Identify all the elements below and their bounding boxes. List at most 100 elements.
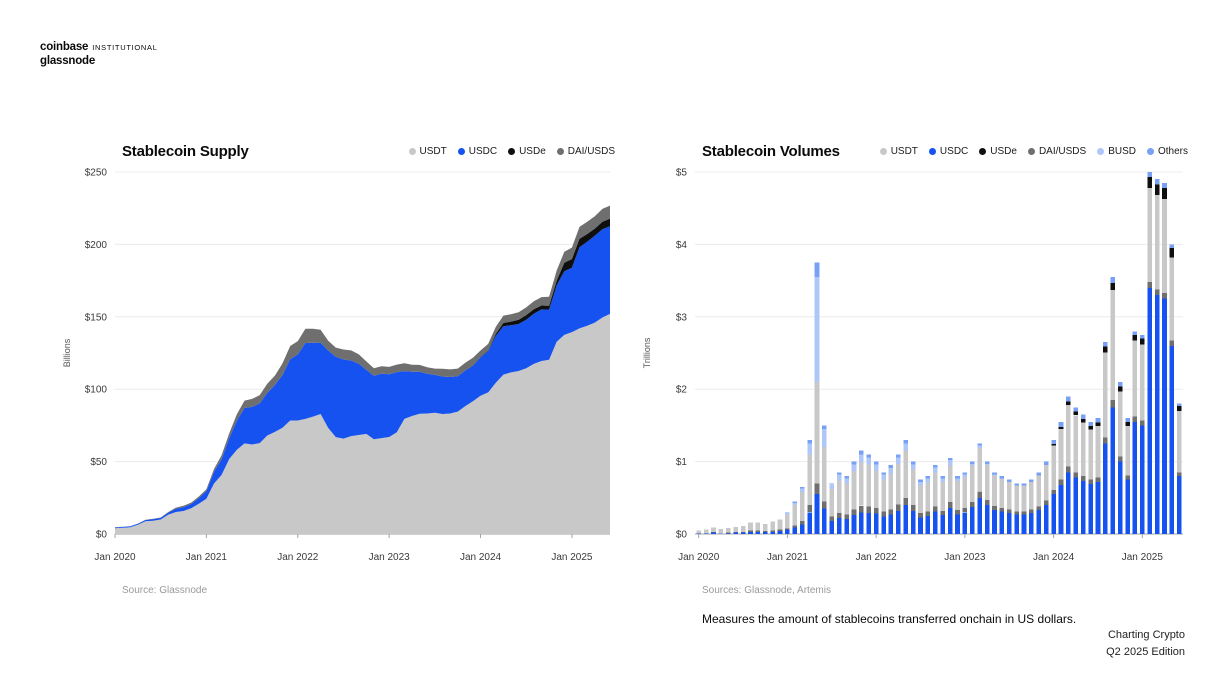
bar-segment-USDC	[755, 531, 761, 534]
bar-segment-Others	[955, 476, 960, 479]
bar-segment-USDC	[807, 512, 812, 534]
bar-segment-Others	[1117, 382, 1123, 387]
bar-segment-USDe	[1088, 426, 1093, 430]
bar-segment-USDC	[1132, 421, 1138, 534]
bar-segment-USDC	[1088, 484, 1093, 534]
bar-segment-DAI/USDS	[881, 511, 886, 517]
bar-segment-BUSD	[873, 464, 879, 471]
legend-item-DAI/USDS: DAI/USDS	[1027, 145, 1087, 157]
bar-segment-USDT	[851, 471, 857, 510]
bar-segment-USDC	[1117, 461, 1123, 534]
bar-segment-Others	[1080, 414, 1086, 419]
bar-segment-USDC	[1021, 514, 1027, 534]
bar-segment-DAI/USDS	[933, 506, 938, 512]
legend-label-USDT: USDT	[419, 145, 447, 157]
bar-segment-Others	[851, 461, 857, 465]
bar-segment-DAI/USDS	[777, 529, 783, 532]
bar-segment-Others	[844, 476, 849, 479]
area-series-DAI/USDS	[115, 205, 610, 528]
y-tick-label: $5	[676, 168, 688, 179]
x-tick-label: Jan 2021	[186, 552, 228, 563]
legend-item-USDC: USDC	[928, 146, 968, 157]
bar-segment-DAI/USDS	[799, 521, 805, 525]
bar-segment-USDT	[807, 454, 812, 506]
bar-segment-USDe	[1140, 338, 1145, 345]
supply-chart-header: Stablecoin Supply USDT USDC USDe DAI/USDS	[60, 136, 615, 166]
bar-segment-USDC	[1080, 481, 1086, 534]
bar-segment-USDT	[1043, 465, 1049, 501]
area-series-USDC	[115, 226, 610, 529]
bar-segment-USDC	[792, 527, 798, 534]
y-axis-label: Billions	[62, 338, 72, 367]
legend-label-DAI/USDS: DAI/USDS	[1038, 145, 1087, 157]
bar-segment-DAI/USDS	[962, 507, 968, 513]
legend-label-Others: Others	[1157, 145, 1188, 157]
legend-dot-Others	[1146, 147, 1154, 155]
bar-segment-USDC	[1014, 514, 1019, 534]
bar-segment-Others	[822, 425, 827, 429]
y-tick-label: $200	[85, 240, 108, 251]
bar-segment-BUSD	[881, 474, 886, 480]
edition-line2: Q2 2025 Edition	[1106, 645, 1185, 658]
bar-segment-USDT	[1051, 445, 1056, 490]
bar-segment-USDC	[866, 513, 872, 534]
bar-segment-USDT	[703, 529, 709, 534]
y-tick-label: $0	[676, 530, 688, 541]
legend-dot-USDT	[408, 147, 416, 155]
bar-segment-USDT	[881, 479, 886, 512]
bar-segment-BUSD	[896, 457, 901, 464]
brand-line1: coinbase INSTITUTIONAL	[40, 36, 158, 55]
bar-segment-BUSD	[792, 502, 798, 506]
bar-segment-USDT	[888, 473, 894, 510]
bar-segment-DAI/USDS	[1140, 420, 1145, 426]
area-series-USDT	[115, 313, 610, 534]
bar-segment-Others	[807, 439, 812, 444]
legend-item-DAI/USDS: DAI/USDS	[556, 146, 615, 157]
bar-segment-DAI/USDS	[888, 509, 894, 515]
bar-segment-USDT	[1147, 187, 1152, 282]
bar-segment-DAI/USDS	[925, 511, 931, 516]
x-tick-label: Jan 2022	[856, 552, 898, 563]
bar-segment-USDC	[785, 529, 790, 534]
bar-segment-DAI/USDS	[1043, 500, 1049, 505]
bar-segment-USDe	[1058, 426, 1064, 429]
bar-segment-Others	[925, 476, 931, 479]
bar-segment-USDC	[836, 518, 842, 534]
bar-segment-USDC	[984, 505, 990, 534]
y-axis-label: Trillions	[642, 337, 652, 368]
bar-segment-USDC	[903, 505, 908, 534]
bar-segment-BUSD	[910, 464, 916, 470]
y-tick-label: $100	[85, 385, 108, 396]
bar-segment-Others	[1162, 182, 1167, 188]
bar-segment-USDT	[822, 447, 827, 502]
bar-segment-USDC	[947, 507, 953, 534]
bar-segment-Others	[881, 472, 886, 475]
edition-text: Charting Crypto Q2 2025 Edition	[1106, 627, 1185, 660]
bar-segment-USDT	[799, 492, 805, 521]
bar-segment-DAI/USDS	[1125, 475, 1130, 480]
bar-segment-USDC	[733, 532, 738, 534]
bar-segment-USDC	[1073, 477, 1079, 534]
bar-segment-Others	[814, 262, 820, 277]
x-tick-label: Jan 2021	[767, 552, 809, 563]
bar-segment-Others	[873, 461, 879, 465]
bar-segment-USDC	[925, 515, 931, 534]
bar-segment-USDC	[970, 507, 975, 534]
legend-item-USDT: USDT	[879, 146, 918, 157]
bar-segment-USDC	[1058, 484, 1064, 534]
bar-segment-USDT	[984, 465, 990, 500]
bar-segment-BUSD	[822, 429, 827, 448]
bar-segment-USDT	[740, 526, 746, 532]
legend-dot-DAI/USDS	[1027, 147, 1035, 155]
bar-segment-USDC	[1103, 443, 1108, 534]
bar-segment-USDT	[896, 463, 901, 505]
edition-line1: Charting Crypto	[1107, 629, 1185, 641]
bar-segment-USDC	[940, 515, 945, 534]
bar-segment-DAI/USDS	[836, 513, 842, 519]
bar-segment-USDe	[1080, 418, 1086, 423]
x-tick-label: Jan 2020	[678, 552, 720, 563]
bar-segment-DAI/USDS	[910, 505, 916, 511]
x-tick-label: Jan 2025	[1122, 552, 1164, 563]
bar-segment-USDC	[1066, 472, 1071, 534]
bar-segment-DAI/USDS	[844, 514, 849, 519]
